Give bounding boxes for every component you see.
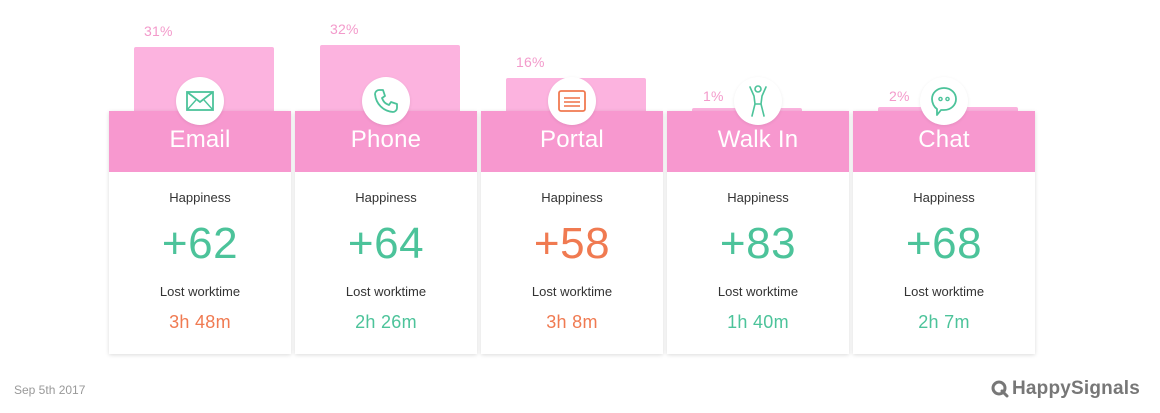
card-header: Walk In	[667, 111, 849, 172]
lost-worktime-label: Lost worktime	[903, 284, 985, 299]
lost-worktime-label: Lost worktime	[345, 284, 427, 299]
portal-icon	[548, 77, 596, 125]
lost-worktime-label: Lost worktime	[531, 284, 613, 299]
card-phone: Phone Happiness +64 Lost worktime 2h 26m	[295, 77, 477, 354]
happiness-label: Happiness	[727, 190, 789, 205]
card-header: Email	[109, 111, 291, 172]
lost-worktime-label: Lost worktime	[159, 284, 241, 299]
channel-title: Phone	[350, 126, 422, 153]
envelope-icon	[176, 77, 224, 125]
lost-worktime-value: 3h 48m	[169, 312, 231, 332]
share-percent-label: 1%	[703, 88, 724, 104]
lost-worktime-value: 3h 8m	[546, 312, 598, 332]
channel-title: Email	[169, 126, 231, 153]
happiness-label: Happiness	[541, 190, 603, 205]
share-percent-label: 2%	[889, 88, 910, 104]
happiness-score: +68	[905, 219, 983, 268]
report-date: Sep 5th 2017	[14, 383, 86, 397]
lost-worktime-value: 2h 7m	[918, 312, 970, 332]
share-percent-label: 32%	[330, 21, 359, 37]
share-percent-label: 16%	[516, 54, 545, 70]
channel-title: Walk In	[717, 126, 799, 153]
channel-title: Chat	[918, 126, 970, 153]
happiness-score: +64	[347, 219, 425, 268]
chat-bubble-icon	[920, 77, 968, 125]
happiness-score: +62	[161, 219, 239, 268]
happiness-score: +58	[533, 219, 611, 268]
card-chat: Chat Happiness +68 Lost worktime 2h 7m	[853, 77, 1035, 354]
lost-worktime-value: 2h 26m	[355, 312, 417, 332]
brand-logo: HappySignals	[991, 378, 1140, 400]
card-email: Email Happiness +62 Lost worktime 3h 48m	[109, 77, 291, 354]
happiness-label: Happiness	[913, 190, 975, 205]
happiness-label: Happiness	[355, 190, 417, 205]
lost-worktime-value: 1h 40m	[727, 312, 789, 332]
happiness-label: Happiness	[169, 190, 231, 205]
lost-worktime-label: Lost worktime	[717, 284, 799, 299]
happiness-score: +83	[719, 219, 797, 268]
person-icon	[734, 77, 782, 125]
q-logo-icon	[991, 380, 1009, 398]
brand-name: HappySignals	[1011, 378, 1140, 399]
phone-icon	[362, 77, 410, 125]
channel-title: Portal	[540, 126, 604, 153]
card-walk-in: Walk In Happiness +83 Lost worktime 1h 4…	[667, 77, 849, 354]
card-portal: Portal Happiness +58 Lost worktime 3h 8m	[481, 77, 663, 354]
share-percent-label: 31%	[144, 23, 173, 40]
